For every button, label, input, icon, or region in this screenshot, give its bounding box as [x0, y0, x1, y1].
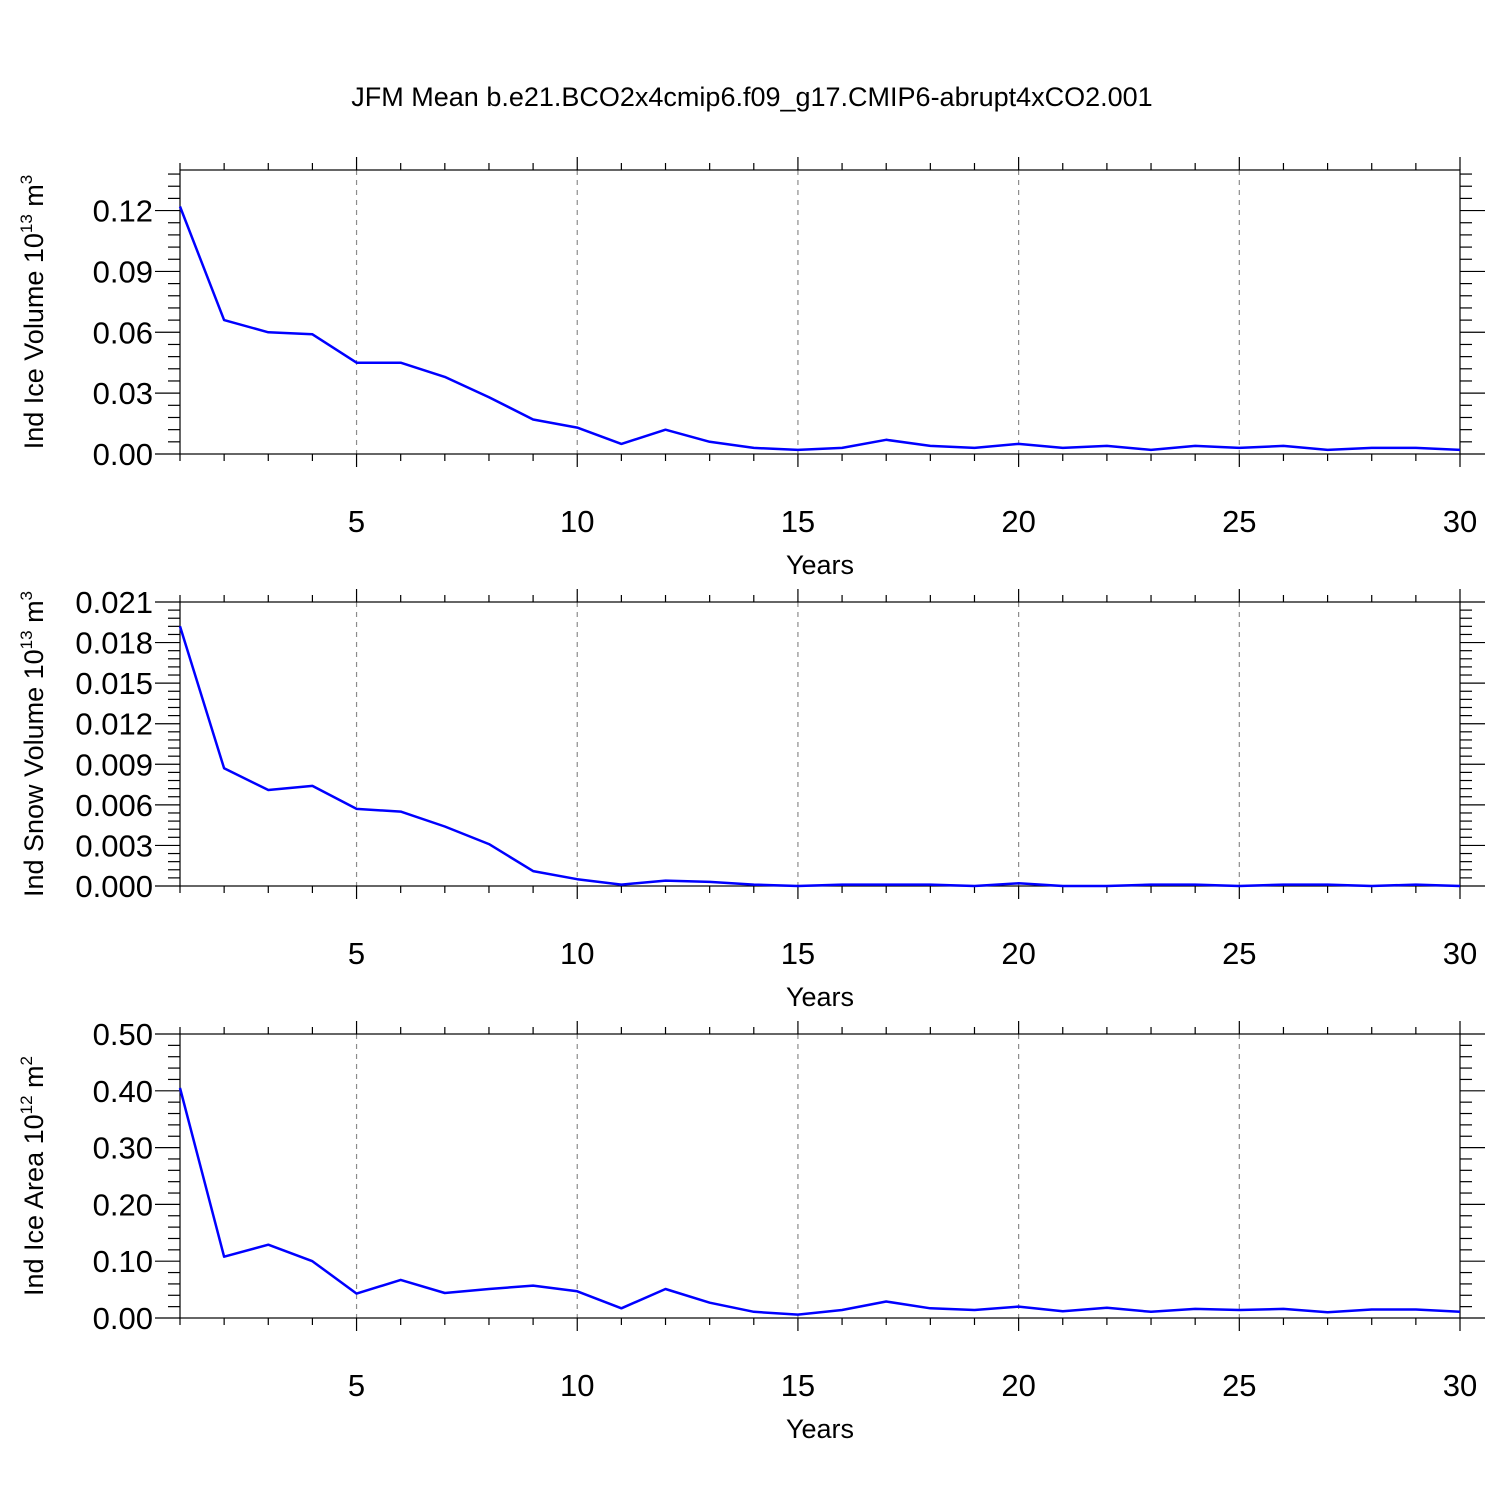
y-tick-label: 0.40 [93, 1074, 153, 1109]
figure-title: JFM Mean b.e21.BCO2x4cmip6.f09_g17.CMIP6… [351, 82, 1152, 112]
y-tick-label: 0.000 [75, 869, 153, 904]
y-tick-label: 0.09 [93, 254, 153, 289]
y-tick-label: 0.50 [93, 1017, 153, 1052]
y-tick-label: 0.06 [93, 315, 153, 350]
y-tick-label: 0.00 [93, 1301, 153, 1336]
x-tick-label: 30 [1443, 936, 1477, 971]
y-tick-label: 0.012 [75, 707, 153, 742]
y-tick-label: 0.009 [75, 747, 153, 782]
x-axis-label: Years [786, 1414, 854, 1444]
x-tick-label: 25 [1222, 936, 1256, 971]
x-tick-label: 10 [560, 504, 594, 539]
x-tick-label: 25 [1222, 504, 1256, 539]
data-line-3 [178, 1087, 1461, 1316]
x-tick-label: 20 [1001, 504, 1035, 539]
x-tick-label: 15 [781, 504, 815, 539]
x-tick-label: 10 [560, 936, 594, 971]
x-tick-label: 10 [560, 1368, 594, 1403]
data-line-2 [178, 625, 1461, 888]
panel-2: 0.000 0.003 0.006 0.009 0.012 0.015 0.018 0.021… [17, 585, 1485, 1012]
x-tick-label: 20 [1001, 1368, 1035, 1403]
y-tick-label: 0.003 [75, 828, 153, 863]
x-tick-label: 5 [348, 504, 365, 539]
x-tick-label: 30 [1443, 504, 1477, 539]
x-axis-label: Years [786, 982, 854, 1012]
x-tick-label: 5 [348, 1368, 365, 1403]
y-tick-label: 0.00 [93, 437, 153, 472]
y-tick-label: 0.006 [75, 788, 153, 823]
panel-1: 0.00 0.03 0.06 0.09 0.12 5 10 15 20 25 30 Years Ind … [17, 157, 1485, 580]
y-tick-label: 0.12 [93, 194, 153, 229]
y-tick-label: 0.018 [75, 626, 153, 661]
panels: 0.00 0.03 0.06 0.09 0.12 5 10 15 20 25 30 Years Ind … [17, 157, 1485, 1444]
panel-3: 0.00 0.10 0.20 0.30 0.40 0.50 5 10 15 20 25 30 Years… [17, 1017, 1485, 1444]
x-tick-label: 20 [1001, 936, 1035, 971]
x-tick-label: 30 [1443, 1368, 1477, 1403]
x-tick-label: 15 [781, 936, 815, 971]
plot-frame [179, 169, 1461, 455]
data-line-1 [178, 206, 1461, 452]
y-tick-label: 0.021 [75, 585, 153, 620]
y-axis-label: Ind Ice Volume 1013 m3 [17, 175, 49, 450]
y-tick-label: 0.20 [93, 1187, 153, 1222]
x-tick-label: 5 [348, 936, 365, 971]
x-tick-label: 25 [1222, 1368, 1256, 1403]
x-axis-label: Years [786, 550, 854, 580]
y-tick-label: 0.03 [93, 376, 153, 411]
y-tick-label: 0.30 [93, 1131, 153, 1166]
y-tick-label: 0.015 [75, 666, 153, 701]
plot-frame [179, 601, 1461, 887]
y-tick-label: 0.10 [93, 1244, 153, 1279]
plot-frame [179, 1033, 1461, 1319]
y-axis-label: Ind Snow Volume 1013 m3 [17, 591, 49, 897]
x-tick-label: 15 [781, 1368, 815, 1403]
y-axis-label: Ind Ice Area 1012 m2 [17, 1056, 49, 1296]
